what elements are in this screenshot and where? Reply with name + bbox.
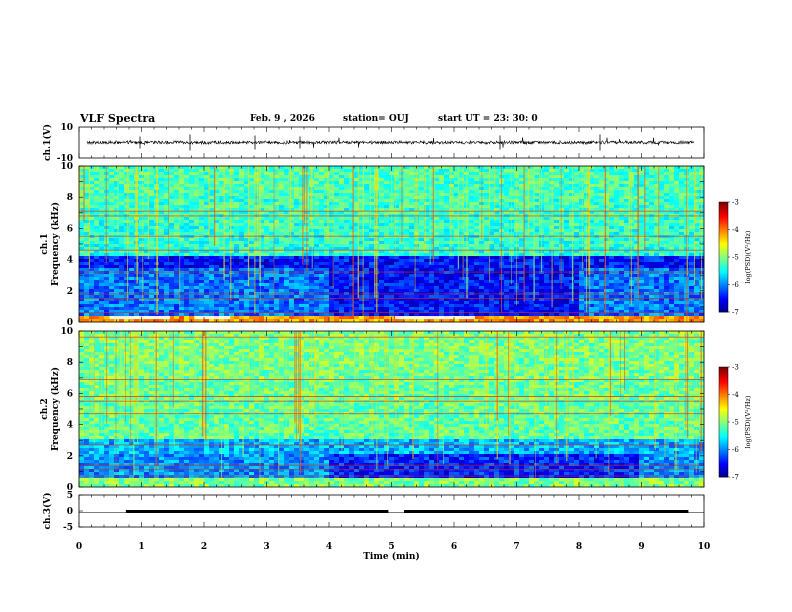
ch2-spectrogram-streaks [91,331,702,485]
ch1-spectrogram-colorbar-tick: -5 [732,254,739,262]
xtick-label: 6 [451,542,457,552]
ch1-spectrogram-colorbar-tick: -7 [732,309,739,317]
ch2-spectrogram-ytick-label: 10 [60,327,73,337]
x-axis-label: Time (min) [363,551,420,562]
ch3-signal-segment [404,510,689,513]
ch3-signal-segment [125,510,389,513]
xtick-label: 4 [326,542,332,552]
ch2-spectrogram-tonal-lines [79,336,704,477]
ch1-ytick-label: -10 [57,154,73,164]
ch1-spectrogram-colorbar-tick: -6 [732,281,739,289]
date-label: Feb. 9 , 2026 [250,114,315,124]
ch1-spectrogram-ytick-label: 4 [67,256,73,266]
ch1-spectrogram-streaks [79,166,703,322]
ch1-waveform-panel: 10 -10 [57,123,705,164]
xtick-label: 2 [201,542,207,552]
ch2-spectrogram-panel: 0 2 4 6 8 10 -3 -4 -5 -6 -7 log(PSD)(V²/Hz) [60,327,752,493]
start-time-label: start UT = 23: 30: 0 [438,114,538,124]
ch1-spectrogram-panel: 0 2 4 6 8 10 -3 -4 -5 -6 -7 log(PSD)(V²/Hz) [60,162,752,328]
ch1-spectrogram-ylabel-channel: ch.1 [40,233,50,254]
xtick-label: 5 [388,542,394,552]
ch2-spectrogram-ytick-label: 0 [67,483,73,493]
ch2-spectrogram-ytick-label: 6 [67,389,73,399]
ch1-spectrogram-ytick-label: 8 [67,193,73,203]
ch1-spectrogram-ytick-label: 2 [67,287,73,297]
ch1-ytick-label: 10 [60,123,73,133]
ch3-signal-ylabel: ch.3(V) [42,493,53,530]
xtick-label: 0 [76,542,82,552]
xtick-label: 10 [698,542,711,552]
ch2-spectrogram-ylabel-channel: ch.2 [40,398,50,419]
ch3-ytick-label: 5 [67,491,73,501]
ch1-spectrogram-ytick-label: 10 [60,162,73,172]
ch1-waveform-ylabel: ch.1(V) [42,124,53,161]
xtick-label: 9 [638,542,644,552]
ch3-ytick-label: -5 [63,523,73,533]
ch2-spectrogram-colorbar-tick: -3 [732,364,739,372]
ch2-spectrogram-colorbar-tick: -5 [732,419,739,427]
ch2-spectrogram-ytick-label: 2 [67,452,73,462]
figure-title: VLF Spectra [80,112,156,125]
ch1-spectrogram-colorbar-label: log(PSD)(V²/Hz) [744,230,752,283]
ch2-spectrogram-ylabel: Frequency (kHz) [50,367,61,451]
xtick-label: 8 [576,542,582,552]
ch1-waveform-trace [86,137,695,148]
xtick-label: 1 [138,542,144,552]
ch2-spectrogram-colorbar-tick: -6 [732,446,739,454]
xtick-label: 3 [263,542,269,552]
ch2-spectrogram-ytick-label: 8 [67,358,73,368]
ch1-spectrogram-ytick-label: 0 [67,318,73,328]
station-label: station= OUJ [343,114,409,124]
ch2-spectrogram-colorbar-tick: -7 [732,474,739,482]
ch2-spectrogram-colorbar: -3 -4 -5 -6 -7 log(PSD)(V²/Hz) [718,364,752,482]
xtick-label: 7 [513,542,519,552]
ch2-spectrogram-colorbar-tick: -4 [732,391,739,399]
ch1-spectrogram-tonal-lines [79,210,704,320]
ch3-ytick-label: 0 [67,507,73,517]
ch1-spectrogram-ylabel: Frequency (kHz) [50,202,61,286]
ch1-spectrogram-ytick-label: 6 [67,224,73,234]
ch1-spectrogram-colorbar: -3 -4 -5 -6 -7 log(PSD)(V²/Hz) [718,199,752,317]
ch2-spectrogram-ytick-label: 4 [67,421,73,431]
ch1-spectrogram-colorbar-tick: -4 [732,226,739,234]
ch1-spectrogram-colorbar-tick: -3 [732,199,739,207]
ch2-spectrogram-colorbar-label: log(PSD)(V²/Hz) [744,395,752,448]
